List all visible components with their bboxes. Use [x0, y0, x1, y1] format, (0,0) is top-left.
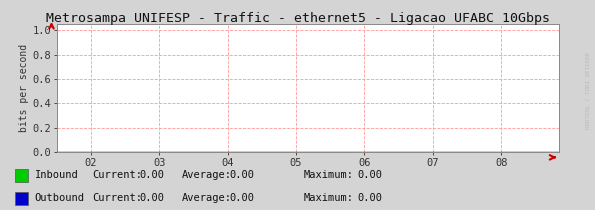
Text: Maximum:: Maximum:: [303, 170, 353, 180]
Text: 0.00: 0.00: [357, 193, 382, 203]
Text: Outbound: Outbound: [35, 193, 84, 203]
Text: Inbound: Inbound: [35, 170, 79, 180]
Text: 0.00: 0.00: [140, 170, 165, 180]
Text: Metrosampa UNIFESP - Traffic - ethernet5 - Ligacao UFABC 10Gbps: Metrosampa UNIFESP - Traffic - ethernet5…: [45, 12, 550, 25]
Text: 0.00: 0.00: [140, 193, 165, 203]
Text: Current:: Current:: [92, 170, 142, 180]
Text: Current:: Current:: [92, 193, 142, 203]
Text: Maximum:: Maximum:: [303, 193, 353, 203]
Text: 0.00: 0.00: [229, 170, 254, 180]
Text: 0.00: 0.00: [357, 170, 382, 180]
Text: RRDTOOL / TOBI OETIKER: RRDTOOL / TOBI OETIKER: [585, 52, 590, 129]
Text: 0.00: 0.00: [229, 193, 254, 203]
Text: Average:: Average:: [181, 170, 231, 180]
Text: Average:: Average:: [181, 193, 231, 203]
Y-axis label: bits per second: bits per second: [20, 44, 29, 132]
